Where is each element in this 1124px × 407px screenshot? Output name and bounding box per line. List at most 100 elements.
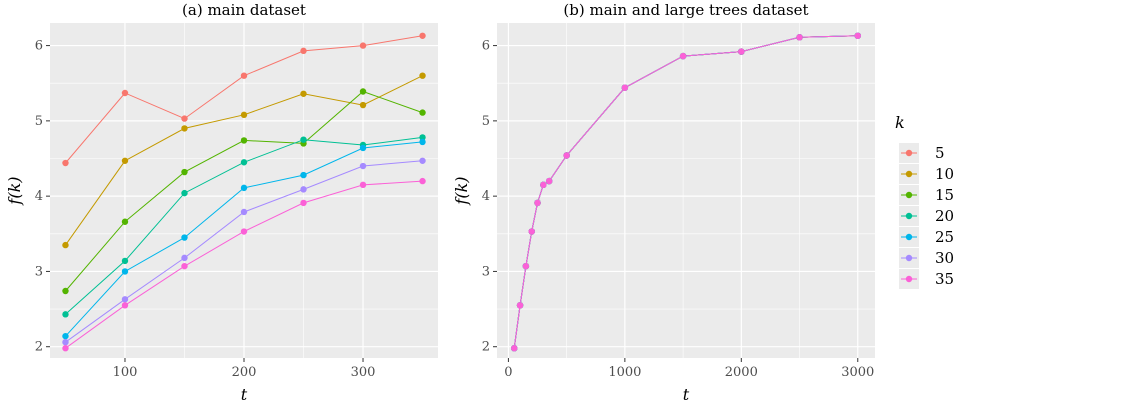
legend-item-k-15: 15 (899, 185, 954, 205)
x-tick-label: 3000 (841, 365, 874, 380)
legend-key-point (905, 170, 913, 178)
data-point-k-5 (300, 47, 307, 55)
data-point-k-5 (181, 115, 188, 122)
panel-a-y-axis-label: f(k) (5, 176, 24, 205)
data-point-k-10 (240, 111, 248, 119)
legend-label: 35 (935, 270, 954, 288)
data-point-k-25 (240, 184, 248, 192)
data-point-k-35 (121, 302, 129, 309)
y-tick-label: 4 (482, 189, 490, 204)
legend-label: 20 (935, 207, 954, 225)
data-point-k-20 (419, 134, 426, 141)
data-point-k-35 (300, 199, 307, 207)
data-point-k-35 (545, 177, 553, 185)
data-point-k-5 (419, 32, 426, 39)
data-point-k-30 (121, 296, 129, 303)
y-tick-label: 2 (35, 340, 43, 355)
legend-key-point (905, 254, 913, 262)
data-point-k-15 (62, 287, 69, 295)
y-tick-label: 5 (35, 114, 43, 129)
data-point-k-30 (359, 162, 367, 170)
panel-b-series (511, 32, 861, 352)
data-point-k-25 (419, 138, 426, 146)
legend-label: 30 (935, 249, 954, 267)
panel-a-title: (a) main dataset (182, 1, 306, 19)
x-tick-label: 300 (351, 365, 376, 380)
data-point-k-25 (62, 332, 69, 340)
legend-item-k-10: 10 (899, 164, 954, 184)
data-point-k-35 (522, 262, 530, 270)
legend: k 5 10 15 20 25 30 35 (895, 113, 954, 289)
data-point-k-20 (62, 311, 69, 318)
legend-title: k (895, 113, 905, 132)
legend-item-k-5: 5 (899, 143, 945, 163)
data-point-k-15 (240, 137, 248, 144)
data-point-k-15 (181, 168, 188, 176)
panel-a-ticks: 2 3 4 5 6 100 200 300 (35, 39, 376, 380)
legend-label: 10 (935, 165, 954, 183)
legend-key-point (905, 212, 913, 220)
data-point-k-35 (528, 228, 535, 235)
data-point-k-10 (181, 125, 188, 132)
legend-key-point (905, 275, 913, 283)
panel-b-y-axis-label: f(k) (452, 176, 471, 205)
data-point-k-20 (300, 136, 307, 143)
legend-key-point (905, 191, 913, 199)
data-point-k-5 (62, 159, 69, 167)
data-point-k-5 (121, 89, 129, 97)
data-point-k-30 (181, 254, 188, 262)
data-point-k-10 (419, 72, 426, 79)
data-point-k-25 (121, 268, 129, 275)
data-point-k-20 (121, 257, 129, 265)
data-point-k-25 (359, 144, 367, 152)
data-point-k-35 (621, 84, 629, 91)
data-point-k-35 (738, 48, 745, 55)
legend-key-point (905, 149, 913, 157)
data-point-k-35 (240, 228, 248, 235)
data-point-k-35 (796, 34, 803, 41)
y-tick-label: 6 (35, 39, 43, 54)
panel-b-background (497, 23, 875, 358)
panel-b-ticks: 2 3 4 5 6 0 1000 2000 3000 (482, 39, 875, 380)
data-point-k-35 (563, 152, 570, 159)
data-point-k-35 (62, 345, 69, 352)
panel-a-x-axis-label: t (241, 385, 248, 404)
y-tick-label: 6 (482, 39, 490, 54)
data-point-k-35 (516, 302, 524, 309)
data-point-k-10 (300, 90, 307, 97)
x-tick-label: 1000 (608, 365, 641, 380)
panel-b-title: (b) main and large trees dataset (563, 1, 808, 19)
legend-item-k-30: 30 (899, 248, 954, 268)
y-tick-label: 3 (482, 264, 490, 279)
data-point-k-5 (240, 72, 248, 79)
data-point-k-10 (359, 101, 367, 109)
panel-a-grid (50, 23, 438, 358)
x-tick-label: 2000 (725, 365, 758, 380)
panel-a: 2 3 4 5 6 100 200 300 (a) main dataset t f(k) (5, 1, 438, 404)
data-point-k-30 (419, 157, 426, 164)
data-point-k-30 (300, 186, 307, 193)
legend-item-k-25: 25 (899, 227, 954, 247)
data-point-k-15 (359, 88, 367, 95)
data-point-k-20 (181, 189, 188, 197)
y-tick-label: 2 (482, 340, 490, 355)
legend-items: 5 10 15 20 25 30 35 (899, 143, 954, 289)
data-point-k-20 (240, 159, 248, 166)
legend-label: 25 (935, 228, 954, 246)
data-point-k-35 (854, 32, 861, 39)
legend-item-k-20: 20 (899, 206, 954, 226)
data-point-k-25 (181, 234, 188, 241)
panel-b-grid (497, 23, 875, 358)
legend-label: 15 (935, 186, 954, 204)
legend-item-k-35: 35 (899, 269, 954, 289)
y-tick-label: 4 (35, 189, 43, 204)
x-tick-label: 100 (113, 365, 138, 380)
y-tick-label: 3 (35, 264, 43, 279)
data-point-k-35 (679, 52, 687, 60)
panel-b: 2 3 4 5 6 0 1000 2000 3000 (b) main and large tr… (452, 1, 875, 404)
data-point-k-10 (121, 157, 129, 164)
legend-key-point (905, 233, 913, 241)
y-tick-label: 5 (482, 114, 490, 129)
legend-label: 5 (935, 144, 945, 162)
